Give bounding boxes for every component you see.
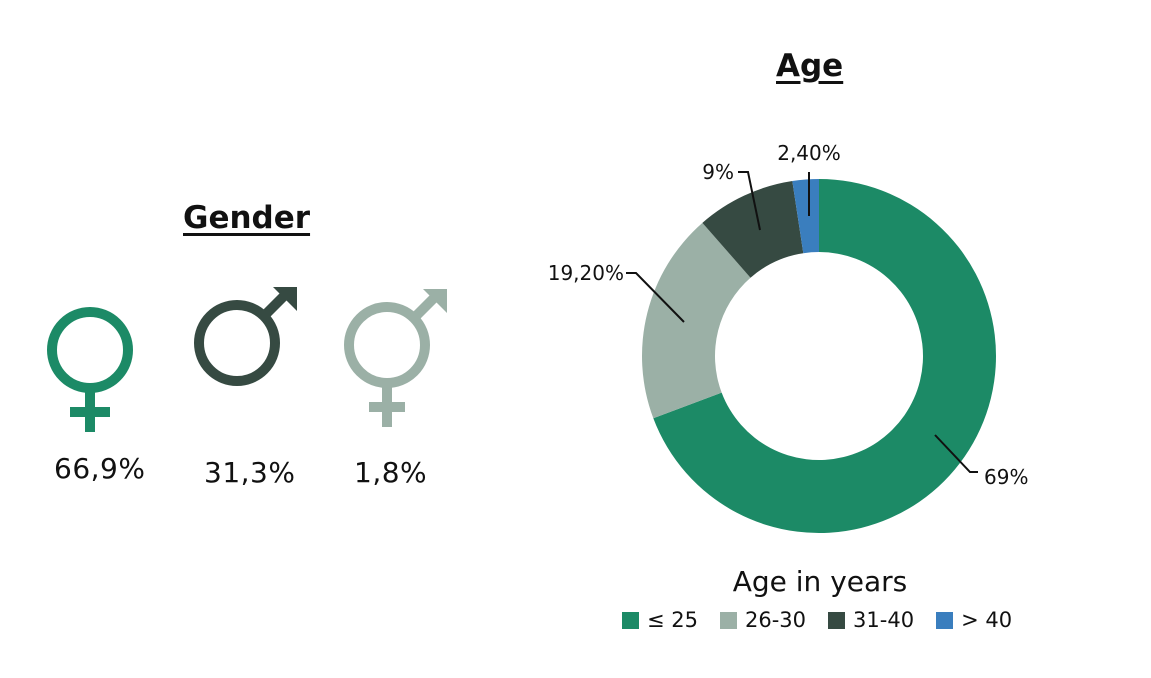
- leader-line-2: [626, 272, 685, 323]
- donut-slice-4: [792, 179, 819, 254]
- gender-title: Gender: [183, 200, 311, 236]
- female-icon: [47, 307, 133, 432]
- donut-slice-2: [642, 222, 751, 419]
- legend-title: Age in years: [732, 565, 908, 598]
- legend-item-3: 31-40: [828, 608, 914, 632]
- age-chart-title: Age: [776, 48, 844, 84]
- legend-item-1: ≤ 25: [622, 608, 698, 632]
- male-icon: [194, 287, 297, 386]
- legend-label: 26-30: [745, 608, 807, 632]
- legend-swatch: [828, 611, 846, 629]
- legend-label: > 40: [961, 608, 1013, 632]
- female-percentage: 66,9%: [54, 452, 146, 485]
- legend-swatch: [622, 611, 639, 629]
- male-percentage: 31,3%: [204, 456, 296, 489]
- leader-line-3: [738, 171, 761, 231]
- slice-label-2: 19,20%: [548, 261, 624, 285]
- legend-label: ≤ 25: [647, 608, 698, 632]
- chart-legend: ≤ 25 26-30 31-40 > 40: [622, 608, 1034, 632]
- intersex-percentage: 1,8%: [354, 456, 428, 489]
- slice-label-1: 69%: [984, 465, 1028, 489]
- legend-item-2: 26-30: [720, 608, 806, 632]
- slice-label-4: 2,40%: [777, 141, 841, 165]
- slice-label-3: 9%: [702, 160, 734, 184]
- legend-item-4: > 40: [936, 608, 1012, 632]
- legend-swatch: [720, 611, 737, 629]
- donut-slice-1: [653, 179, 996, 533]
- leader-line-1: [934, 434, 978, 473]
- legend-swatch: [936, 611, 954, 629]
- intersex-icon: [344, 289, 447, 427]
- donut-slice-3: [702, 181, 804, 278]
- legend-label: 31-40: [853, 608, 915, 632]
